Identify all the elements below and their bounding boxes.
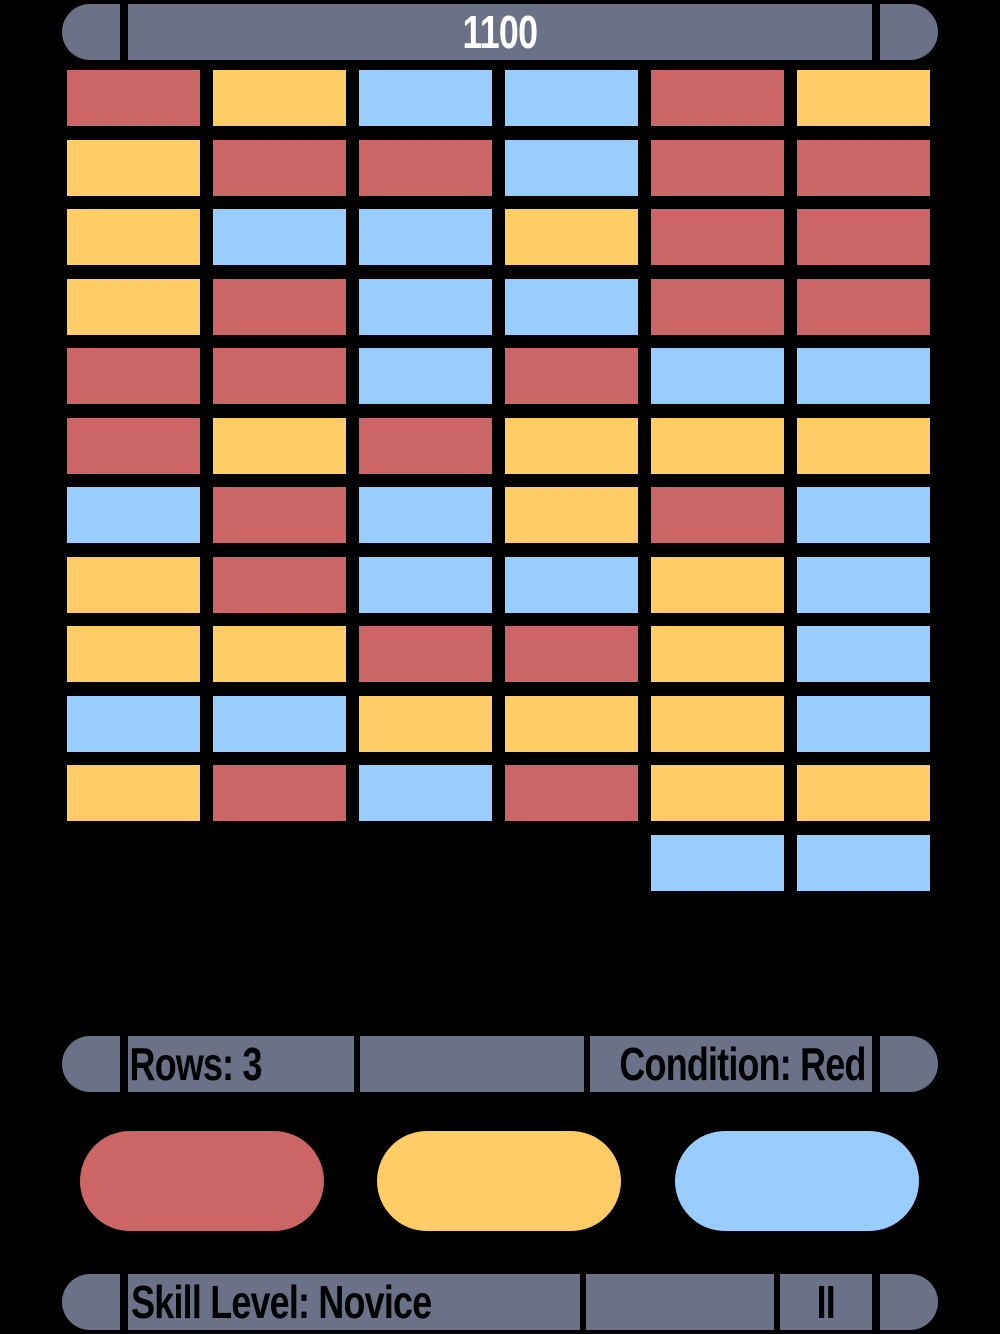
brick-blue <box>797 626 930 682</box>
brick-blue <box>213 696 346 752</box>
rows-label: Rows: 3 <box>129 1038 263 1090</box>
brick-blue <box>505 140 638 196</box>
brick-blue <box>505 279 638 335</box>
brick-red <box>797 279 930 335</box>
status-bar-right-cap <box>880 1036 938 1092</box>
brick-yellow <box>505 209 638 265</box>
pause-icon: II <box>816 1276 836 1328</box>
red-color-button[interactable] <box>80 1131 324 1231</box>
score-value: 1100 <box>462 6 538 58</box>
brick-red <box>213 140 346 196</box>
brick-blue <box>359 765 492 821</box>
brick-yellow <box>359 696 492 752</box>
score-bar-right-cap <box>880 4 938 60</box>
brick-yellow <box>67 626 200 682</box>
brick-red <box>359 418 492 474</box>
brick-blue <box>797 348 930 404</box>
brick-blue <box>359 487 492 543</box>
yellow-color-button[interactable] <box>377 1131 621 1231</box>
brick-red <box>213 487 346 543</box>
footer-bar: Skill Level: Novice II <box>62 1274 938 1330</box>
brick-blue <box>67 487 200 543</box>
condition-panel: Condition: Red <box>590 1036 872 1092</box>
brick-yellow <box>213 70 346 126</box>
brick-red <box>651 209 784 265</box>
skill-level-label: Skill Level: Novice <box>131 1276 432 1328</box>
brick-yellow <box>67 279 200 335</box>
brick-yellow <box>651 557 784 613</box>
status-bar-left-cap <box>62 1036 120 1092</box>
brick-blue <box>359 209 492 265</box>
brick-blue <box>359 557 492 613</box>
brick-red <box>505 765 638 821</box>
brick-yellow <box>505 487 638 543</box>
brick-blue <box>797 835 930 891</box>
brick-red <box>359 626 492 682</box>
footer-bar-left-cap <box>62 1274 120 1330</box>
brick-blue <box>651 835 784 891</box>
skill-level-panel[interactable]: Skill Level: Novice <box>128 1274 580 1330</box>
brick-yellow <box>67 209 200 265</box>
brick-yellow <box>67 765 200 821</box>
brick-yellow <box>651 626 784 682</box>
brick-red <box>213 557 346 613</box>
brick-blue <box>505 70 638 126</box>
score-bar-left-cap <box>62 4 120 60</box>
brick-red <box>359 140 492 196</box>
brick-blue <box>359 70 492 126</box>
brick-red <box>67 70 200 126</box>
brick-blue <box>797 696 930 752</box>
score-bar: 1100 <box>62 4 938 60</box>
brick-blue <box>797 487 930 543</box>
brick-red <box>651 279 784 335</box>
brick-yellow <box>67 557 200 613</box>
brick-yellow <box>797 765 930 821</box>
condition-label: Condition: Red <box>619 1038 867 1090</box>
brick-yellow <box>505 418 638 474</box>
brick-blue <box>359 348 492 404</box>
brick-blue <box>651 348 784 404</box>
brick-red <box>797 140 930 196</box>
brick-yellow <box>213 418 346 474</box>
footer-blank-panel <box>586 1274 774 1330</box>
pause-button[interactable]: II <box>780 1274 872 1330</box>
brick-yellow <box>651 418 784 474</box>
brick-red <box>505 348 638 404</box>
brick-red <box>651 140 784 196</box>
brick-red <box>651 70 784 126</box>
score-display: 1100 <box>128 4 872 60</box>
brick-red <box>797 209 930 265</box>
brick-red <box>67 348 200 404</box>
status-blank-panel <box>360 1036 584 1092</box>
status-bar: Rows: 3 Condition: Red <box>62 1036 938 1092</box>
brick-yellow <box>651 765 784 821</box>
brick-yellow <box>67 140 200 196</box>
brick-blue <box>797 557 930 613</box>
brick-yellow <box>797 70 930 126</box>
brick-red <box>67 418 200 474</box>
rows-panel: Rows: 3 <box>128 1036 354 1092</box>
brick-red <box>213 348 346 404</box>
brick-blue <box>359 279 492 335</box>
brick-red <box>651 487 784 543</box>
footer-bar-right-cap <box>880 1274 938 1330</box>
blue-color-button[interactable] <box>675 1131 919 1231</box>
brick-yellow <box>651 696 784 752</box>
brick-blue <box>213 209 346 265</box>
brick-yellow <box>505 696 638 752</box>
brick-red <box>213 279 346 335</box>
brick-red <box>213 765 346 821</box>
brick-blue <box>67 696 200 752</box>
brick-yellow <box>213 626 346 682</box>
brick-blue <box>505 557 638 613</box>
brick-yellow <box>797 418 930 474</box>
brick-red <box>505 626 638 682</box>
